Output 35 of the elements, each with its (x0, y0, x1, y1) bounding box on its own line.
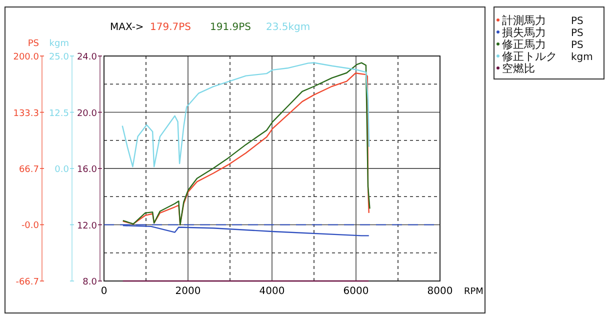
y2-tick-label: 0.0 (54, 165, 70, 175)
legend-label: 損失馬力 (502, 26, 546, 39)
x-axis-title: RPM (464, 287, 484, 297)
x-tick-label: 6000 (343, 286, 369, 297)
y-tick-label: 66.7 (18, 164, 39, 175)
x-tick-label: 2000 (175, 286, 201, 297)
y-axis-title: PS (28, 39, 40, 49)
text: kgm (571, 52, 593, 63)
line-series (122, 62, 370, 168)
x-tick-label: 8000 (427, 286, 453, 297)
y2-axis-title: kgm (49, 39, 69, 49)
text: PS (571, 16, 584, 27)
y3-tick-label: 24.0 (76, 52, 98, 62)
text: MAX-> (110, 22, 144, 33)
y-tick-label: 200.0 (13, 52, 40, 62)
text: 23.5kgm (266, 22, 310, 33)
legend-label: 修正馬力 (502, 38, 546, 51)
y2-tick-label: 12.5 (48, 108, 69, 119)
y3-tick-label: 16.0 (76, 165, 98, 175)
x-tick-label: 0 (100, 286, 108, 297)
text: 179.7PS (150, 22, 192, 33)
y3-tick-label: 8.0 (82, 278, 98, 288)
legend-label: 計測馬力 (502, 14, 546, 27)
y-tick-label: -0.0 (21, 221, 40, 232)
y3-tick-label: 20.0 (76, 108, 98, 119)
legend-label: 空燃比 (502, 62, 535, 75)
x-tick-label: 4000 (259, 286, 285, 297)
text: PS (571, 28, 584, 39)
y2-tick-label: 25.0 (48, 52, 70, 62)
y-tick-label: -66.7 (16, 278, 39, 288)
y3-tick-label: 12.0 (76, 221, 98, 232)
text: 191.9PS (210, 22, 252, 33)
text: PS (571, 40, 584, 51)
y-tick-label: 133.3 (13, 108, 39, 119)
legend-label: 修正トルク (502, 50, 557, 63)
